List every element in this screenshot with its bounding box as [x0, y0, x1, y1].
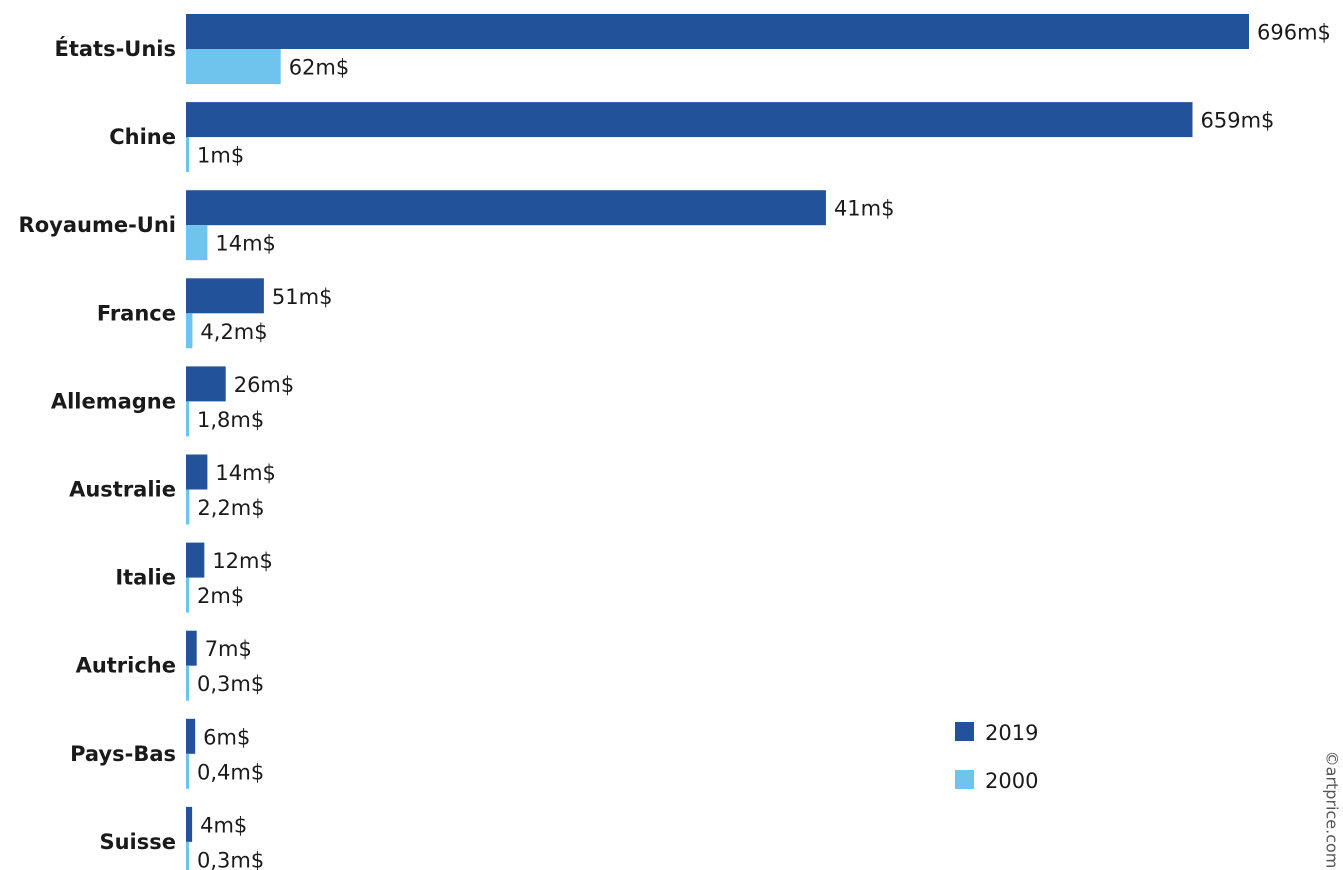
value-label-2000-chine: 1m$	[197, 144, 244, 168]
bar-2000-royaume-uni	[186, 225, 208, 261]
value-label-2000-italie: 2m$	[197, 584, 244, 608]
legend-swatch-2000	[955, 770, 974, 789]
value-label-2000-france: 4,2m$	[200, 320, 267, 344]
value-label-2019-etats-unis: 696m$	[1257, 21, 1331, 45]
bar-2019-pays-bas	[186, 718, 196, 754]
value-label-2019-suisse: 4m$	[200, 813, 247, 837]
category-label-italie: Italie	[115, 566, 176, 590]
category-label-pays-bas: Pays-Bas	[70, 742, 176, 766]
bar-2000-italie	[186, 577, 190, 613]
value-label-2019-chine: 659m$	[1200, 109, 1274, 133]
category-label-chine: Chine	[109, 125, 176, 149]
value-label-2019-royaume-uni: 41m$	[834, 197, 895, 221]
category-label-autriche: Autriche	[76, 654, 176, 678]
bar-2000-autriche	[186, 665, 189, 701]
value-label-2019-pays-bas: 6m$	[203, 725, 250, 749]
legend-swatch-2019	[955, 722, 974, 741]
category-label-etats-unis: États-Unis	[54, 36, 176, 61]
value-labels: 696m$ 62m$ 659m$ 1m$ 41m$ 14m$ 51m$4,2m$ 26m$ 1,…	[197, 21, 1331, 870]
value-label-2019-australie: 14m$	[215, 461, 276, 485]
bars-layer	[186, 14, 1249, 870]
value-label-2019-italie: 12m$	[212, 549, 273, 573]
value-label-2000-pays-bas: 0,4m$	[197, 760, 264, 784]
category-label-france: France	[97, 301, 176, 325]
bar-2019-suisse	[186, 806, 193, 842]
bar-2000-france	[186, 313, 193, 349]
bar-2019-royaume-uni	[186, 190, 826, 226]
value-label-2000-etats-unis: 62m$	[289, 56, 350, 80]
category-label-australie: Australie	[69, 478, 176, 502]
bar-2019-australie	[186, 454, 208, 490]
value-label-2000-suisse: 0,3m$	[197, 848, 264, 870]
value-label-2000-australie: 2,2m$	[197, 496, 264, 520]
bar-2000-chine	[186, 137, 189, 173]
legend-label-2000: 2000	[985, 769, 1038, 793]
value-label-2019-autriche: 7m$	[205, 637, 252, 661]
bar-2019-autriche	[186, 630, 197, 666]
bar-2000-allemagne	[186, 401, 189, 437]
legend: 2019 2000	[955, 721, 1038, 793]
bar-2019-italie	[186, 542, 205, 578]
bar-2000-etats-unis	[186, 49, 281, 84]
value-label-2000-autriche: 0,3m$	[197, 672, 264, 696]
bar-2000-suisse	[186, 841, 189, 870]
watermark: ©artprice.com	[1322, 750, 1342, 869]
value-label-2000-allemagne: 1,8m$	[197, 408, 264, 432]
bar-2019-etats-unis	[186, 14, 1249, 49]
bar-2019-chine	[186, 102, 1193, 138]
bar-2019-france	[186, 278, 264, 314]
category-label-royaume-uni: Royaume-Uni	[19, 213, 176, 237]
category-label-allemagne: Allemagne	[51, 389, 176, 413]
legend-label-2019: 2019	[985, 721, 1038, 745]
value-label-2019-france: 51m$	[272, 285, 333, 309]
bar-2000-australie	[186, 489, 190, 525]
category-labels: États-Unis Chine Royaume-Uni France Allemagn…	[19, 36, 176, 854]
value-label-2019-allemagne: 26m$	[234, 373, 295, 397]
category-label-suisse: Suisse	[99, 830, 176, 854]
value-label-2000-royaume-uni: 14m$	[215, 232, 276, 256]
bar-2019-allemagne	[186, 366, 226, 402]
bar-2000-pays-bas	[186, 753, 189, 789]
